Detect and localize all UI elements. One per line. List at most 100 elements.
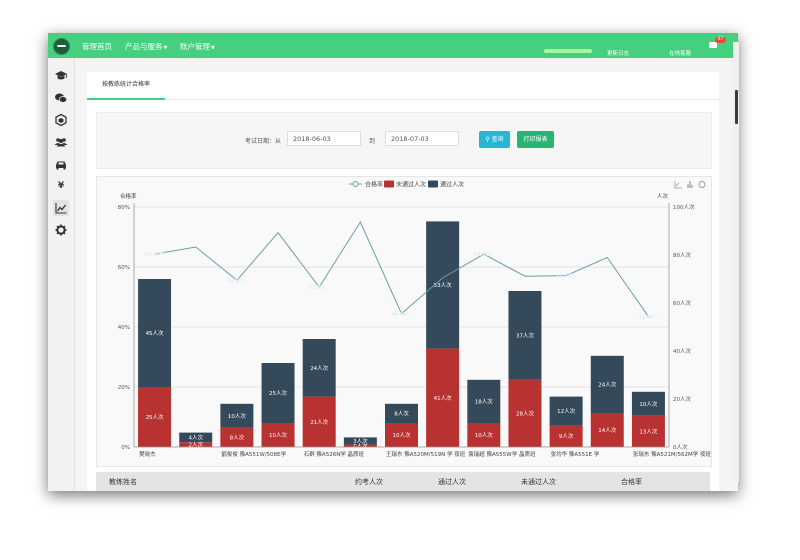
bar-pass <box>261 363 295 423</box>
bar-fail-label: 25人次 <box>146 413 164 421</box>
x-tick-label: 王瑞东 豫A520M/519N 学 夜班 <box>386 450 466 458</box>
bar-pass-label: 45人次 <box>146 329 164 337</box>
axes: 0% 20% 40% 60% 80% 0人次 20人次 40人次 60人次 80人次 100人次樊晓… <box>118 203 712 458</box>
rate-line <box>154 220 649 317</box>
mail-icon[interactable] <box>709 42 717 48</box>
x-tick-label: 张瑞东 豫A521M/562M学 夜班 <box>633 450 711 458</box>
date-to-input[interactable]: 2018-07-03 <box>385 131 459 146</box>
legend-fail-swatch <box>384 180 394 188</box>
bar-fail <box>426 348 460 447</box>
bar-pass <box>426 221 460 349</box>
refresh-icon[interactable] <box>698 181 706 188</box>
right-tick-label: 40人次 <box>673 347 691 355</box>
graduation-cap-icon[interactable] <box>53 68 69 84</box>
bar-pass-label: 10人次 <box>639 400 657 408</box>
bar-pass <box>138 279 172 387</box>
bar-pass-label: 25人次 <box>269 389 287 397</box>
col-failed[interactable]: 未通过人次 <box>521 478 556 486</box>
bar-fail-label: 2人次 <box>188 441 203 449</box>
scrollbar-track[interactable] <box>733 42 739 482</box>
bar-fail-label: 13人次 <box>639 427 657 435</box>
filter-panel: 考试日期：从 2018-06-03 到 2018-07-03 ⚲ 查询 打印报表 <box>96 112 712 169</box>
bar-fail <box>220 427 254 447</box>
bar-fail <box>302 396 336 447</box>
bar-fail-label: 14人次 <box>598 426 616 434</box>
bar-fail-label: 8人次 <box>230 433 245 441</box>
wechat-icon[interactable] <box>53 90 69 106</box>
line-chart-toggle-icon[interactable] <box>674 181 682 189</box>
changelog-link[interactable]: 更新日志 <box>607 51 630 57</box>
sidebar: ¥ <box>48 58 75 491</box>
bar-pass <box>508 291 542 380</box>
main-content: 按教练统计合格率 考试日期：从 2018-06-03 到 2018-07-03 … <box>87 72 719 491</box>
scrollbar-thumb[interactable] <box>735 90 738 124</box>
rate-series: 64.29% 55.56% 53.33% 44.44% 64.29% 57.14% 43.4… <box>144 220 659 321</box>
bar-fail-label: 1人次 <box>353 442 368 450</box>
print-report-button[interactable]: 打印报表 <box>517 131 554 148</box>
username-blurred <box>544 49 592 53</box>
search-icon: ⚲ <box>485 136 490 143</box>
legend: 合格率 未通过人次 通过人次 <box>349 180 464 189</box>
users-icon[interactable] <box>53 134 69 150</box>
rate-label: 64.29% <box>144 252 165 258</box>
query-button[interactable]: ⚲ 查询 <box>479 131 510 148</box>
col-coach-name[interactable]: 教练姓名 <box>109 478 137 486</box>
bar-pass-label: 18人次 <box>475 397 493 405</box>
date-from-input[interactable]: 2018-06-03 <box>287 131 361 146</box>
bar-fail-label: 10人次 <box>269 431 287 439</box>
chart-panel: 合格率 未通过人次 通过人次 合格率 人次 25人次 45人次 2人次 4人次 8人次 1… <box>96 176 712 467</box>
x-tick-label: 鹤俊俊 豫A551W/508E学 <box>221 450 286 458</box>
bar-pass-label: 8人次 <box>394 409 409 417</box>
car-icon[interactable] <box>53 156 69 172</box>
right-tick-label: 60人次 <box>673 299 691 307</box>
bar-fail <box>590 413 624 447</box>
bar-fail <box>467 423 501 447</box>
table-header: 教练姓名 约考人次 通过人次 未通过人次 合格率 <box>96 472 710 491</box>
legend-rate-label: 合格率 <box>365 181 383 189</box>
nav-home[interactable]: 管理首页 <box>82 42 112 51</box>
left-tick-label: 40% <box>118 325 130 331</box>
bar-chart-toggle-icon[interactable] <box>687 181 693 188</box>
cube-icon[interactable] <box>53 112 69 128</box>
bar-fail-label: 21人次 <box>310 418 328 426</box>
app-window: 管理首页 产品与服务▼ 账户管理▼ 更新日志 在线客服 47 ¥ <box>48 33 738 491</box>
bar-pass <box>631 391 665 416</box>
date-to-label: 到 <box>369 138 376 145</box>
mail-count-badge: 47 <box>715 37 726 43</box>
x-tick-label: 石群 豫A526N学 晶质班 <box>304 450 365 458</box>
nav-products[interactable]: 产品与服务▼ <box>125 41 167 52</box>
bar-fail <box>343 444 377 447</box>
legend-pass-label: 通过人次 <box>440 181 464 189</box>
rate-label: 53.33% <box>309 285 330 291</box>
line-chart-icon[interactable] <box>53 200 69 216</box>
caret-down-icon: ▼ <box>163 45 168 51</box>
bar-fail-label: 10人次 <box>393 431 411 439</box>
caret-down-icon: ▼ <box>211 45 215 51</box>
right-tick-label: 80人次 <box>673 251 691 259</box>
bar-fail <box>179 442 213 447</box>
rate-label: 57.14% <box>556 274 577 280</box>
yen-icon[interactable]: ¥ <box>57 181 65 191</box>
online-service-link[interactable]: 在线客服 <box>669 51 692 57</box>
x-tick-label: 樊晓杰 <box>139 450 156 458</box>
bar-pass-label: 53人次 <box>434 281 452 289</box>
bar-fail-label: 9人次 <box>559 432 574 440</box>
bar-pass-label: 12人次 <box>557 407 575 415</box>
col-passed[interactable]: 通过人次 <box>438 478 466 486</box>
bar-pass <box>302 339 336 397</box>
bar-fail <box>549 425 583 447</box>
gear-icon[interactable] <box>53 222 69 238</box>
left-tick-label: 20% <box>118 385 130 391</box>
rate-label: 44.44% <box>391 312 412 318</box>
col-booked[interactable]: 约考人次 <box>355 478 383 486</box>
bar-pass <box>549 396 583 426</box>
col-pass-rate[interactable]: 合格率 <box>621 478 642 486</box>
bar-fail <box>631 415 665 447</box>
rate-label: 55.56% <box>226 278 247 284</box>
bar-fail <box>508 379 542 447</box>
left-axis-title: 合格率 <box>120 192 137 200</box>
right-axis-title: 人次 <box>657 192 669 200</box>
nav-account[interactable]: 账户管理▼ <box>180 41 215 52</box>
tab-coach-pass-rate[interactable]: 按教练统计合格率 <box>87 72 165 100</box>
logo[interactable] <box>53 38 70 55</box>
